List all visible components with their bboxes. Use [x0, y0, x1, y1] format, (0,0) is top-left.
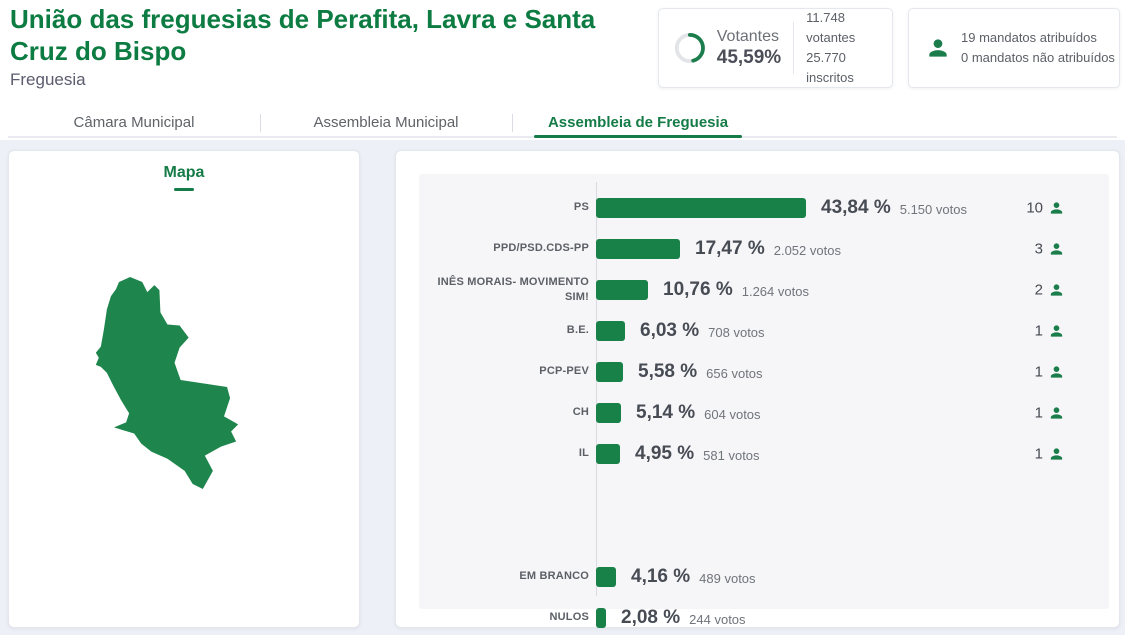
person-icon	[1050, 324, 1063, 337]
map-card-title: Mapa	[163, 164, 205, 181]
mandate-count: 10	[1026, 199, 1043, 216]
turnout-registered: 25.770 inscritos	[806, 50, 854, 86]
result-row: NULOS 2,08 % 244 votos	[419, 597, 1109, 635]
turnout-divider	[793, 22, 795, 74]
chart-axis-line	[596, 182, 597, 596]
party-label: NULOS	[549, 611, 589, 624]
vote-bar	[596, 607, 606, 628]
map-card: Mapa	[8, 150, 360, 628]
percent-value: 43,84 %	[821, 196, 891, 218]
votes-value: 1.264 votos	[741, 284, 809, 299]
mandate-count: 1	[1034, 322, 1043, 339]
vote-bar	[596, 197, 806, 218]
party-label: EM BRANCO	[519, 570, 589, 583]
party-label: PPD/PSD.CDS-PP	[493, 242, 589, 255]
vote-bar	[596, 238, 680, 259]
person-icon	[1050, 406, 1063, 419]
mandate-count: 1	[1034, 363, 1043, 380]
mandates-cell: 1	[1035, 363, 1065, 380]
turnout-card: Votantes 45,59% 11.748 votantes 25.770 i…	[658, 8, 893, 88]
vote-bar	[596, 361, 623, 382]
mandates-details: 19 mandatos atribuídos 0 mandatos não at…	[961, 28, 1115, 68]
person-icon	[1050, 283, 1063, 296]
turnout-donut-icon	[674, 33, 705, 63]
tab-assembleia-de-freguesia[interactable]: Assembleia de Freguesia	[512, 112, 764, 138]
mandate-count: 1	[1034, 404, 1043, 421]
party-label: B.E.	[566, 324, 589, 337]
person-icon	[1050, 447, 1063, 460]
party-label: PCP-PEV	[539, 365, 589, 378]
vote-bar	[596, 566, 616, 587]
result-rows: PS 43,84 % 5.150 votos 10 PPD/PSD.CDS-PP 17,…	[419, 187, 1109, 635]
rows-gap	[419, 474, 1109, 556]
percent-value: 4,16 %	[631, 565, 691, 587]
freguesia-map[interactable]	[87, 277, 252, 489]
mandate-count: 1	[1034, 445, 1043, 462]
vote-bar	[596, 320, 625, 341]
percent-value: 5,58 %	[638, 360, 698, 382]
mandates-unassigned: 0 mandatos não atribuídos	[961, 50, 1115, 65]
vote-bar	[596, 443, 620, 464]
votes-value: 708 votos	[708, 325, 765, 340]
result-row: INÊS MORAIS- MOVIMENTO SIM! 10,76 % 1.264 …	[419, 269, 1109, 310]
mandates-cell: 10	[1026, 199, 1065, 216]
result-row: B.E. 6,03 % 708 votos 1	[419, 310, 1109, 351]
person-icon	[1050, 242, 1063, 255]
mandates-cell: 3	[1035, 240, 1065, 257]
map-title-underline	[174, 188, 194, 191]
result-row: PPD/PSD.CDS-PP 17,47 % 2.052 votos 3	[419, 228, 1109, 269]
mandates-card: 19 mandatos atribuídos 0 mandatos não at…	[908, 8, 1120, 88]
result-row: IL 4,95 % 581 votos 1	[419, 433, 1109, 474]
result-row: CH 5,14 % 604 votos 1	[419, 392, 1109, 433]
turnout-main: Votantes 45,59%	[717, 28, 781, 69]
percent-value: 17,47 %	[695, 237, 765, 259]
votes-value: 581 votos	[703, 448, 760, 463]
percent-value: 4,95 %	[635, 442, 695, 464]
mandates-assigned: 19 mandatos atribuídos	[961, 29, 1097, 45]
turnout-percent: 45,59%	[716, 46, 782, 68]
person-icon	[1050, 365, 1063, 378]
vote-bar	[596, 402, 621, 423]
tab-assembleia-municipal[interactable]: Assembleia Municipal	[260, 112, 512, 136]
percent-value: 2,08 %	[621, 606, 681, 628]
map-shape	[95, 277, 239, 489]
turnout-details: 11.748 votantes 25.770 inscritos	[806, 8, 892, 89]
mandates-cell: 1	[1035, 404, 1065, 421]
votes-value: 604 votos	[704, 407, 761, 422]
turnout-voters: 11.748 votantes	[806, 9, 856, 45]
page-subtitle: Freguesia	[10, 70, 86, 89]
vote-bar	[596, 279, 648, 300]
tab-bar: Câmara Municipal Assembleia Municipal Asse…	[8, 112, 1117, 138]
votes-value: 2.052 votos	[773, 243, 841, 258]
mandates-cell: 1	[1035, 445, 1065, 462]
party-label: PS	[573, 201, 589, 214]
mandate-count: 3	[1034, 240, 1043, 257]
percent-value: 6,03 %	[640, 319, 700, 341]
mandate-count: 2	[1034, 281, 1043, 298]
party-label: INÊS MORAIS- MOVIMENTO SIM!	[437, 275, 589, 303]
percent-value: 10,76 %	[663, 278, 733, 300]
page-title: União das freguesias de Perafita, Lavra …	[10, 4, 596, 66]
votes-value: 656 votos	[706, 366, 763, 381]
party-label: CH	[572, 406, 589, 419]
person-icon	[929, 39, 947, 57]
votes-value: 5.150 votos	[899, 202, 967, 217]
results-chart-panel: PS 43,84 % 5.150 votos 10 PPD/PSD.CDS-PP 17,…	[419, 174, 1109, 628]
result-row: PCP-PEV 5,58 % 656 votos 1	[419, 351, 1109, 392]
mandates-cell: 2	[1035, 281, 1065, 298]
tab-c-mara-municipal[interactable]: Câmara Municipal	[73, 114, 195, 131]
party-label: IL	[578, 447, 589, 460]
result-row: EM BRANCO 4,16 % 489 votos	[419, 556, 1109, 597]
mandates-cell: 1	[1035, 322, 1065, 339]
person-icon	[1050, 201, 1063, 214]
percent-value: 5,14 %	[636, 401, 696, 423]
turnout-label: Votantes	[716, 27, 780, 45]
votes-value: 489 votos	[699, 571, 756, 586]
results-card: PS 43,84 % 5.150 votos 10 PPD/PSD.CDS-PP 17,…	[395, 150, 1120, 628]
votes-value: 244 votos	[689, 612, 746, 627]
result-row: PS 43,84 % 5.150 votos 10	[419, 187, 1109, 228]
